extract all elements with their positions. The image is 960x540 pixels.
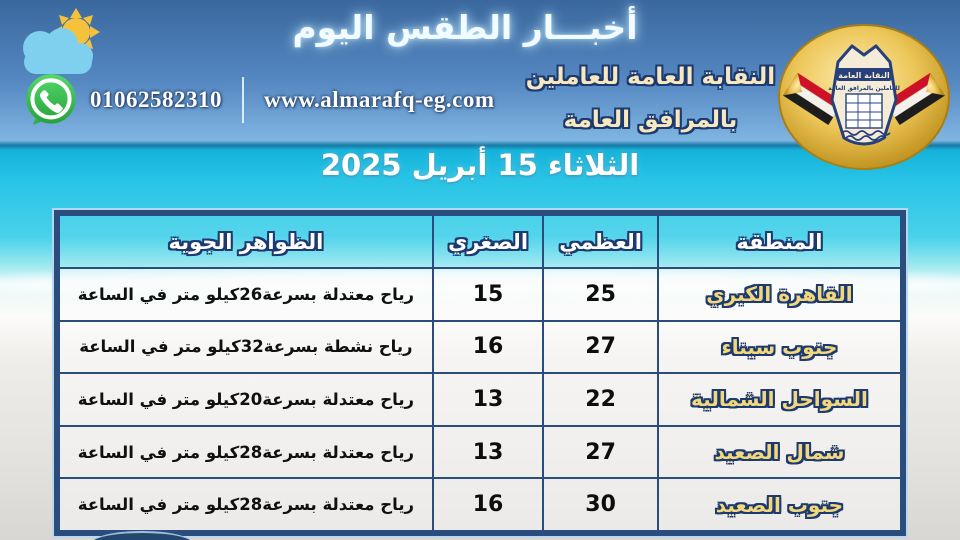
whatsapp-icon — [26, 74, 76, 125]
min-temp: 13 — [432, 373, 544, 426]
phenomena-text: رياح نشطة بسرعة32كيلو متر في الساعة — [59, 320, 433, 374]
phenomena-text: رياح معتدلة بسرعة28كيلو متر في الساعة — [59, 478, 433, 531]
min-temp: 15 — [432, 268, 544, 321]
organization-name-line1: النقابة العامة للعاملين — [525, 64, 776, 90]
egypt-flag-left-icon — [783, 72, 844, 125]
sun-behind-cloud-icon — [23, 8, 100, 74]
min-temp: 16 — [432, 478, 544, 531]
syndicate-seal-logo: النقابة العامة للعاملين بالمرافق العامة — [778, 24, 950, 170]
egypt-flag-right-icon — [884, 72, 945, 125]
page-title: أخبـــار الطقس اليوم — [292, 8, 638, 47]
region-name: السواحل الشمالية — [657, 373, 901, 426]
phenomena-text: رياح معتدلة بسرعة28كيلو متر في الساعة — [59, 425, 433, 479]
max-temp: 25 — [543, 268, 658, 321]
emblem-subtitle-text: للعاملين بالمرافق العامة — [828, 85, 900, 92]
column-header-phenomena: الظواهر الجوية — [59, 215, 433, 268]
emblem-title-text: النقابة العامة — [838, 71, 890, 80]
region-name: القاهرة الكبري — [657, 268, 901, 321]
organization-name: النقابة العامة للعاملين بالمرافق العامة — [523, 56, 778, 141]
column-header-min: الصغري — [432, 215, 544, 268]
website-url[interactable]: www.almarafq-eg.com — [264, 87, 495, 112]
phenomena-text: رياح معتدلة بسرعة20كيلو متر في الساعة — [59, 373, 433, 426]
region-name: جنوب الصعيد — [657, 478, 901, 531]
contact-bar: 01062582310 www.almarafq-eg.com — [24, 72, 495, 128]
bottom-decoration — [92, 531, 192, 540]
max-temp: 27 — [543, 425, 658, 479]
contact-divider — [242, 77, 244, 123]
max-temp: 30 — [543, 478, 658, 531]
date-heading: الثلاثاء 15 أبريل 2025 — [320, 148, 640, 182]
max-temp: 22 — [543, 373, 658, 426]
syndicate-emblem: النقابة العامة للعاملين بالمرافق العامة — [828, 44, 900, 146]
organization-name-line2: بالمرافق العامة — [563, 106, 738, 133]
phone-number: 01062582310 — [90, 87, 222, 112]
region-name: شمال الصعيد — [657, 425, 901, 479]
region-name: جنوب سيناء — [657, 320, 901, 374]
phenomena-text: رياح معتدلة بسرعة26كيلو متر في الساعة — [59, 268, 433, 321]
column-header-region: المنطقة — [657, 215, 901, 268]
max-temp: 27 — [543, 320, 658, 374]
weather-table: المنطقة العظمي الصغري الظواهر الجوية الق… — [54, 210, 906, 536]
min-temp: 16 — [432, 320, 544, 374]
min-temp: 13 — [432, 425, 544, 479]
column-header-max: العظمي — [543, 215, 658, 268]
